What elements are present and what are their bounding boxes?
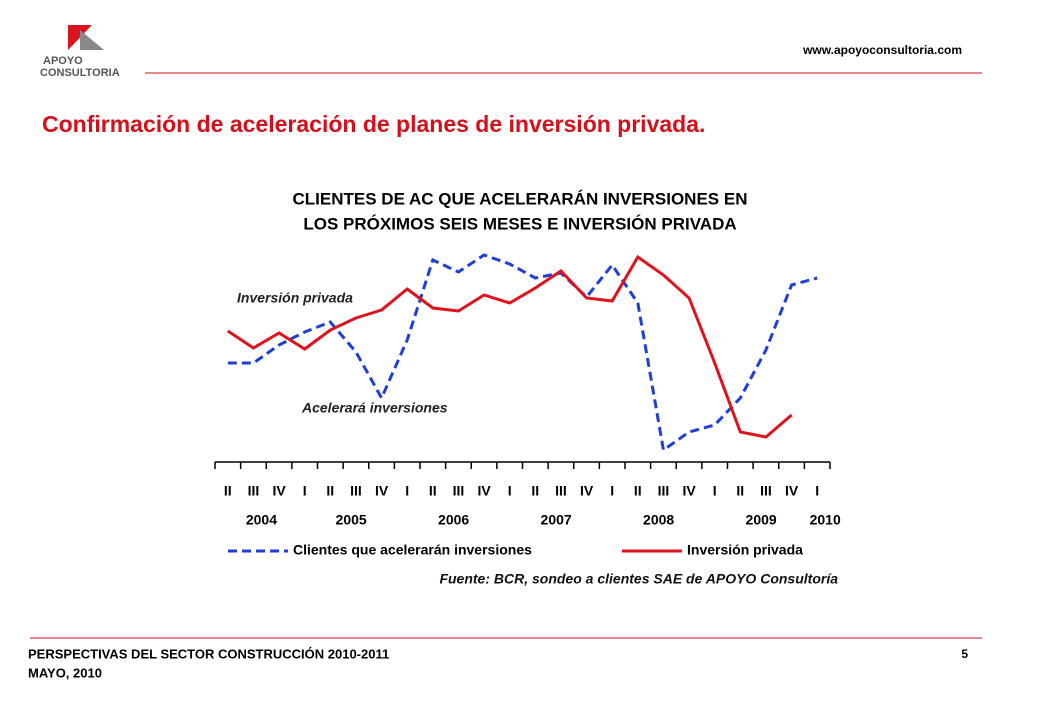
year-label: 2006	[438, 512, 469, 528]
x-tick-label: I	[303, 483, 307, 499]
x-tick-label: II	[224, 483, 232, 499]
url: www.apoyoconsultoria.com	[802, 43, 962, 57]
chart-title: LOS PRÓXIMOS SEIS MESES E INVERSIÓN PRIV…	[303, 214, 736, 233]
source: Fuente: BCR, sondeo a clientes SAE de AP…	[439, 571, 838, 587]
year-label: 2005	[336, 512, 367, 528]
logo-text: APOYO	[43, 55, 83, 67]
x-tick-label: IV	[580, 483, 594, 499]
x-tick-label: IV	[682, 483, 696, 499]
x-tick-label: III	[350, 483, 362, 499]
x-tick-label: I	[815, 483, 819, 499]
x-tick-label: III	[453, 483, 465, 499]
x-tick-label: III	[248, 483, 260, 499]
x-tick-label: IV	[375, 483, 389, 499]
x-tick-label: II	[531, 483, 539, 499]
series-line	[226, 254, 793, 439]
x-tick-label: I	[713, 483, 717, 499]
slide-title: Confirmación de aceleración de planes de…	[42, 111, 705, 137]
year-label: 2010	[810, 512, 841, 528]
chart-title: CLIENTES DE AC QUE ACELERARÁN INVERSIONE…	[293, 189, 748, 208]
x-tick-label: II	[736, 483, 744, 499]
annotation: Inversión privada	[237, 290, 353, 306]
x-tick-label: II	[429, 483, 437, 499]
year-label: 2004	[246, 512, 277, 528]
year-label: 2008	[643, 512, 674, 528]
x-tick-label: IV	[272, 483, 286, 499]
page-number: 5	[961, 647, 968, 661]
x-tick-label: I	[405, 483, 409, 499]
x-tick-label: IV	[785, 483, 799, 499]
x-tick-label: IV	[477, 483, 491, 499]
year-label: 2009	[746, 512, 777, 528]
footer-text: PERSPECTIVAS DEL SECTOR CONSTRUCCIÓN 201…	[28, 646, 389, 661]
logo-mark	[80, 30, 104, 50]
legend-label: Inversión privada	[687, 542, 803, 558]
x-tick-label: III	[555, 483, 567, 499]
year-label: 2007	[541, 512, 572, 528]
annotation: Acelerará inversiones	[301, 400, 448, 416]
logo-text: CONSULTORIA	[40, 67, 120, 79]
footer-text: MAYO, 2010	[28, 665, 102, 680]
x-tick-label: III	[658, 483, 670, 499]
x-tick-label: II	[634, 483, 642, 499]
x-tick-label: I	[610, 483, 614, 499]
x-tick-label: II	[326, 483, 334, 499]
x-tick-label: I	[508, 483, 512, 499]
legend-label: Clientes que acelerarán inversiones	[293, 542, 532, 558]
x-tick-label: III	[760, 483, 772, 499]
series-line	[227, 253, 818, 453]
